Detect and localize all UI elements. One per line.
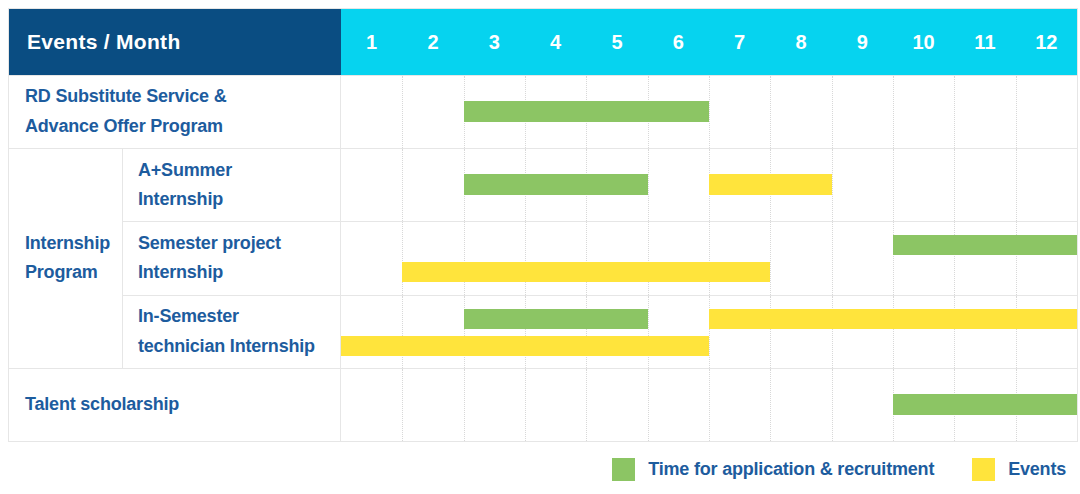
month-grid-line xyxy=(709,222,710,294)
month-grid-line xyxy=(893,76,894,148)
month-grid-line xyxy=(954,296,955,368)
gantt-bar-recruitment xyxy=(893,235,1077,255)
month-grid-line xyxy=(525,369,526,441)
month-grid-line xyxy=(893,222,894,294)
legend-label-recruitment: Time for application & recruitment xyxy=(648,459,934,480)
gantt-bar-events xyxy=(709,309,1077,329)
row-label-talent-scholarship: Talent scholarship xyxy=(9,368,341,441)
month-grid-line xyxy=(464,369,465,441)
month-grid-line xyxy=(586,369,587,441)
gantt-bar-recruitment xyxy=(464,309,648,329)
month-grid-line xyxy=(402,222,403,294)
month-grid-line xyxy=(525,222,526,294)
month-header-4: 4 xyxy=(525,9,586,75)
gantt-schedule-page: Events / Month 123456789101112 RD Substi… xyxy=(0,0,1080,494)
chart-row-a-plus-summer-internship xyxy=(341,148,1077,221)
legend-item-recruitment: Time for application & recruitment xyxy=(612,458,934,481)
month-grid-line xyxy=(954,222,955,294)
month-grid-line xyxy=(770,369,771,441)
legend-item-events: Events xyxy=(972,458,1066,481)
month-grid-line xyxy=(1016,296,1017,368)
row-label-in-semester-technician-internship: In-Semester technician Internship xyxy=(123,295,341,368)
month-grid-line xyxy=(770,222,771,294)
chart-row-talent-scholarship xyxy=(341,368,1077,441)
month-grid-line xyxy=(1016,76,1017,148)
gantt-bar-events xyxy=(341,336,709,356)
month-grid-line xyxy=(832,222,833,294)
month-header-7: 7 xyxy=(709,9,770,75)
month-grid-line xyxy=(586,296,587,368)
month-grid-line xyxy=(954,76,955,148)
month-header-9: 9 xyxy=(832,9,893,75)
month-grid-line xyxy=(525,296,526,368)
month-header-12: 12 xyxy=(1016,9,1077,75)
month-header-8: 8 xyxy=(770,9,831,75)
events-yellow-swatch-icon xyxy=(972,458,995,481)
month-header-2: 2 xyxy=(402,9,463,75)
month-grid-line xyxy=(464,222,465,294)
month-grid-line xyxy=(709,76,710,148)
month-grid-line xyxy=(402,76,403,148)
chart-row-rd-substitute-service xyxy=(341,75,1077,148)
month-grid-line xyxy=(832,76,833,148)
month-grid-line xyxy=(709,296,710,368)
gantt-bar-events xyxy=(402,262,770,282)
gantt-bar-events xyxy=(709,174,832,195)
month-grid-line xyxy=(402,369,403,441)
month-grid-line xyxy=(464,296,465,368)
legend-label-events: Events xyxy=(1008,459,1066,480)
month-header-6: 6 xyxy=(648,9,709,75)
month-grid-line xyxy=(648,222,649,294)
row-label-semester-project-internship: Semester project Internship xyxy=(123,221,341,294)
gantt-bar-recruitment xyxy=(464,174,648,195)
month-grid-line xyxy=(893,149,894,221)
month-grid-line xyxy=(770,296,771,368)
month-grid-line xyxy=(954,149,955,221)
month-header-10: 10 xyxy=(893,9,954,75)
month-header-5: 5 xyxy=(586,9,647,75)
header-events-month-cell: Events / Month xyxy=(9,9,341,75)
recruitment-green-swatch-icon xyxy=(612,458,635,481)
month-grid-line xyxy=(709,369,710,441)
month-grid-line xyxy=(770,76,771,148)
legend: Time for application & recruitment Event… xyxy=(8,452,1066,486)
row-label-rd-substitute-service: RD Substitute Service & Advance Offer Pr… xyxy=(9,75,341,148)
row-label-a-plus-summer-internship: A+Summer Internship xyxy=(123,148,341,221)
month-grid-line xyxy=(402,149,403,221)
gantt-bar-recruitment xyxy=(893,394,1077,415)
month-grid-line xyxy=(1016,149,1017,221)
group-label-internship-program: Internship Program xyxy=(9,148,123,368)
chart-row-in-semester-technician-internship xyxy=(341,295,1077,368)
chart-row-semester-project-internship xyxy=(341,221,1077,294)
month-grid-line xyxy=(648,369,649,441)
month-grid-line xyxy=(648,149,649,221)
month-grid-line xyxy=(832,369,833,441)
month-grid-line xyxy=(586,222,587,294)
month-grid-line xyxy=(832,149,833,221)
month-grid-line xyxy=(832,296,833,368)
month-header-row: 123456789101112 xyxy=(341,9,1077,75)
month-header-1: 1 xyxy=(341,9,402,75)
month-header-11: 11 xyxy=(954,9,1015,75)
month-grid-line xyxy=(648,296,649,368)
month-header-3: 3 xyxy=(464,9,525,75)
month-grid-line xyxy=(893,296,894,368)
month-grid-line xyxy=(402,296,403,368)
gantt-bar-recruitment xyxy=(464,101,709,122)
events-month-table: Events / Month 123456789101112 RD Substi… xyxy=(8,8,1078,442)
month-grid-line xyxy=(1016,222,1017,294)
